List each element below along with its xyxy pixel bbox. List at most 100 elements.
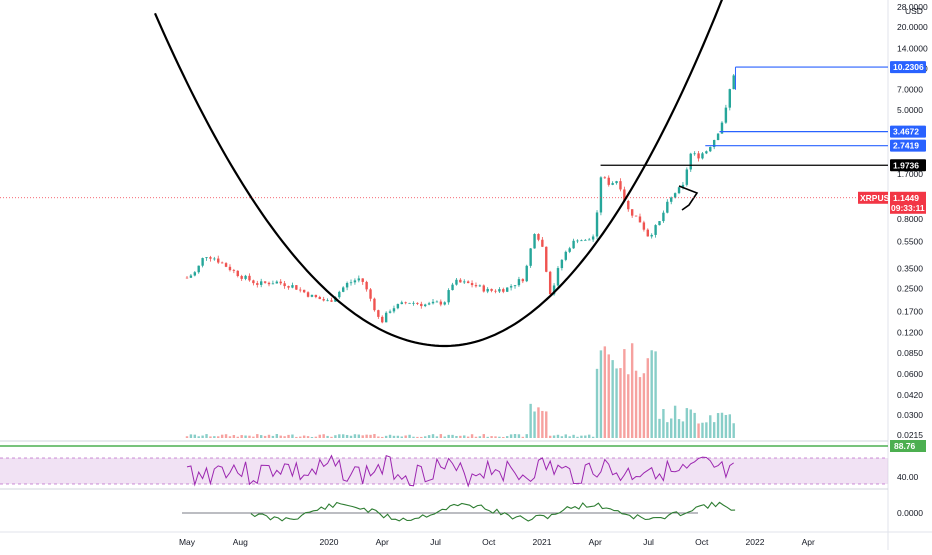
volume-bar-90 — [537, 407, 540, 438]
candle-body-107 — [603, 177, 607, 179]
candle-body-23 — [275, 281, 279, 284]
volume-bar-104 — [591, 436, 595, 438]
candle-body-115 — [634, 215, 638, 217]
volume-bar-105 — [595, 368, 599, 438]
oscillator-line[interactable] — [250, 501, 736, 522]
candle-body-117 — [642, 222, 646, 230]
volume-bar-108 — [607, 354, 610, 438]
volume-bar-75 — [478, 436, 482, 438]
candle-body-25 — [283, 283, 286, 287]
volume-bar-118 — [646, 358, 649, 438]
candle-body-19 — [259, 281, 263, 285]
candle-body-92 — [545, 246, 548, 272]
candle-body-3 — [197, 265, 200, 273]
volume-bar-126 — [677, 419, 681, 438]
volume-bar-77 — [486, 436, 489, 438]
volume-bar-32 — [310, 436, 314, 438]
x-tick-7: Apr — [589, 537, 602, 547]
candle-body-53 — [392, 308, 396, 312]
candle-body-138 — [724, 107, 728, 123]
y-tick-7: 1.7000 — [897, 169, 923, 179]
volume-bar-59 — [416, 436, 419, 438]
candle-body-1 — [189, 275, 193, 278]
pattern-lines[interactable] — [678, 185, 699, 211]
volume-bar-51 — [384, 435, 388, 438]
candle-body-90 — [537, 234, 540, 240]
candle-body-112 — [623, 189, 626, 201]
volume-bar-4 — [201, 435, 204, 438]
candle-body-100 — [576, 240, 579, 242]
last-price-tag — [890, 191, 926, 214]
candle-body-47 — [369, 289, 372, 299]
candle-body-78 — [490, 288, 493, 291]
candle-body-131 — [697, 153, 700, 159]
candle-body-41 — [345, 282, 349, 288]
volume-bar-68 — [451, 434, 454, 438]
candle-body-42 — [349, 282, 353, 284]
candle-body-99 — [572, 240, 575, 249]
cup-curve[interactable] — [153, 0, 767, 348]
candle-body-0 — [185, 277, 189, 279]
candle-body-48 — [373, 298, 376, 311]
volume-bar-124 — [670, 418, 673, 438]
candle-body-34 — [318, 297, 321, 300]
candle-body-91 — [541, 239, 544, 247]
candle-body-124 — [670, 197, 673, 202]
volume-bar-28 — [295, 436, 298, 438]
candle-body-127 — [681, 184, 685, 188]
volume-bar-106 — [599, 350, 603, 438]
candle-body-65 — [439, 301, 443, 305]
volume-bar-31 — [306, 436, 310, 438]
candle-body-140 — [732, 75, 735, 90]
candle-body-58 — [412, 302, 415, 304]
volume-bar-71 — [463, 435, 466, 438]
candle-body-136 — [716, 133, 720, 141]
x-tick-5: Oct — [482, 537, 496, 547]
volume-bar-125 — [673, 405, 677, 438]
candle-body-50 — [381, 316, 384, 323]
candle-body-54 — [396, 304, 400, 309]
volume-bar-66 — [443, 436, 446, 438]
candle-body-118 — [646, 229, 649, 237]
candle-body-85 — [517, 279, 521, 286]
volume-bar-101 — [580, 435, 583, 438]
candle-body-128 — [685, 169, 689, 185]
candle-body-62 — [427, 303, 431, 305]
y-tick-17: 0.0300 — [897, 410, 923, 420]
rsi-line[interactable] — [186, 454, 734, 488]
candle-body-40 — [342, 287, 345, 292]
volume-bar-27 — [291, 434, 294, 438]
rsi-band — [0, 458, 888, 484]
candle-body-139 — [728, 89, 731, 108]
volume-bar-22 — [271, 435, 275, 438]
x-tick-11: Apr — [802, 537, 815, 547]
volume-bar-15 — [244, 435, 247, 438]
candle-body-59 — [416, 302, 419, 304]
candle-body-29 — [299, 289, 302, 291]
candle-body-44 — [357, 278, 361, 281]
candle-body-81 — [502, 289, 505, 292]
candle-body-37 — [330, 300, 333, 302]
volume-bar-138 — [724, 414, 728, 438]
candle-body-45 — [361, 278, 364, 282]
candle-body-43 — [353, 280, 357, 283]
osc-scale-tick: 0.0000 — [897, 508, 923, 518]
volume-bar-30 — [302, 435, 306, 438]
volume-bar-73 — [470, 434, 474, 438]
y-tick-12: 0.1700 — [897, 307, 923, 317]
volume-bar-102 — [584, 435, 587, 438]
volume-bar-136 — [716, 413, 720, 438]
volume-bar-119 — [650, 350, 653, 438]
y-tick-1: 20.0000 — [897, 22, 928, 32]
candle-body-7 — [213, 258, 216, 260]
candle-body-64 — [435, 301, 439, 303]
volume-bar-111 — [619, 368, 622, 438]
candle-body-75 — [478, 285, 482, 287]
volume-bar-2 — [193, 434, 197, 438]
volume-bar-112 — [623, 349, 626, 438]
symbol-tag — [858, 191, 888, 204]
candle-body-35 — [322, 299, 325, 301]
volume-bar-109 — [611, 360, 614, 438]
